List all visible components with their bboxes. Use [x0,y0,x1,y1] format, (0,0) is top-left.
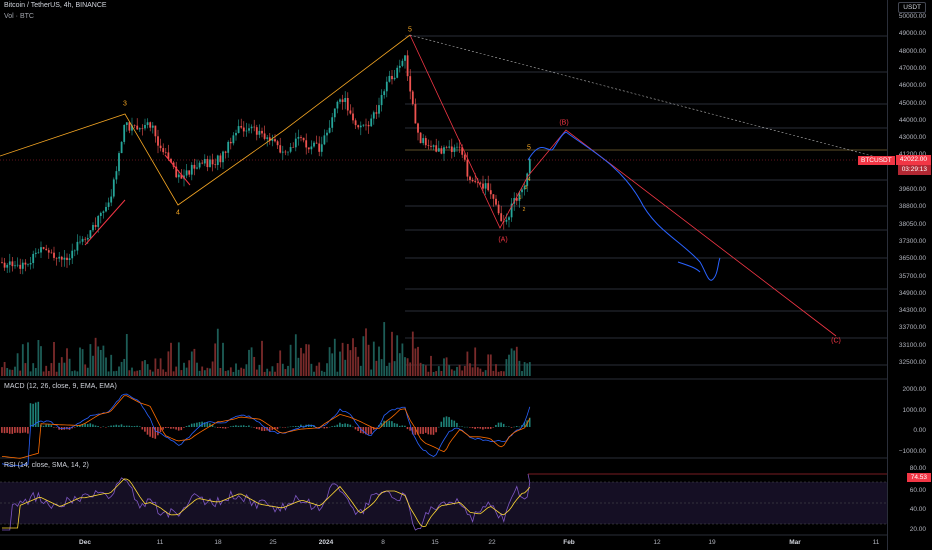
symbol-tag: BTCUSDT [858,156,895,165]
price-axis-label: 34900.00 [898,289,926,297]
current-price-tag: 42022.00 [895,155,931,165]
price-axis-label: 32500.00 [898,359,926,366]
macd-axis-label: 1000.00 [902,407,927,414]
rsi-axis-label: 40.00 [909,506,926,513]
price-axis-label: 50000.00 [898,13,926,20]
macd-axis-label: −1000.00 [898,448,926,455]
rsi-axis-label: 20.00 [909,526,926,533]
price-axis-label: 41200.00 [899,151,926,158]
macd-axis-label: 0.00 [913,427,926,434]
dashed-trendline [409,34,881,159]
subwave-label-3: 3 [524,185,528,191]
macd-signal-line [1,395,531,459]
projection-path [527,131,721,281]
subwave-label-4: 4 [527,177,531,183]
wave-label-b: (B) [559,119,569,127]
price-axis-label: 38800.00 [898,203,926,211]
price-axis-label: 45000.00 [898,99,926,107]
price-axis-label: 35700.00 [898,272,926,280]
price-axis-label: 46000.00 [898,82,926,90]
wave-red-segment-2 [164,154,191,186]
volume-legend[interactable]: Vol · BTC [4,13,34,20]
time-axis-label: 11 [156,539,164,546]
time-axis-label: 25 [269,539,277,546]
wave-red-segment [84,199,126,246]
horizontal-levels [405,35,888,366]
subwave-label-2: 2 [522,207,526,213]
macd-legend[interactable]: MACD (12, 26, close, 9, EMA, EMA) [4,383,117,390]
rsi-value-tag: 74.53 [906,473,931,482]
price-axis-label: 39600.00 [898,186,926,193]
chart-canvas[interactable] [0,0,888,550]
currency-button[interactable]: USDT [898,2,926,13]
candles [1,50,531,275]
time-axis-label: Dec [79,539,91,546]
price-axis-label: 48000.00 [898,47,926,55]
time-axis-label: 15 [431,539,439,546]
time-axis-label: 19 [708,539,716,546]
price-axis-label: 47000.00 [898,64,926,72]
subwave-label-5: 5 [527,144,531,152]
price-axis-label: 44000.00 [898,116,926,124]
price-axis-label: 33100.00 [898,341,926,349]
wave-label-5: 5 [408,26,412,34]
time-axis-label: 18 [214,539,222,546]
rsi-axis-label: 80.00 [909,465,926,472]
volume-bars [1,322,531,376]
macd-line [1,393,531,467]
price-axis-label: 33700.00 [898,324,926,332]
wave-label-4: 4 [176,209,180,217]
chart-title[interactable]: Bitcoin / TetherUS, 4h, BINANCE [4,2,107,9]
price-axis-label: 36500.00 [898,255,926,263]
wave-label-a: (A) [498,236,508,244]
countdown-tag: 03:29:13 [897,165,931,175]
wave-gold-line [0,34,411,206]
price-axis-label: 43000.00 [898,134,926,142]
time-axis-label: 2024 [318,539,334,546]
price-axis-label: 49000.00 [898,30,926,38]
rsi-ma-line [2,478,531,529]
time-axis-label: 11 [872,539,880,546]
wave-label-3: 3 [123,100,127,108]
time-axis-label: 12 [653,539,661,546]
subwave-label-1: 1 [518,195,522,201]
wave-label-c: (C) [831,337,841,345]
time-axis-label: 8 [381,539,385,546]
macd-axis-label: 2000.00 [902,386,927,393]
wave-red-line [409,34,837,337]
time-axis-label: Feb [563,539,575,546]
price-axis-label: 38050.00 [898,220,926,228]
rsi-legend[interactable]: RSI (14, close, SMA, 14, 2) [4,462,89,469]
price-axis-label: 34300.00 [898,307,926,315]
macd-histogram [1,401,531,439]
time-axis-label: 22 [488,539,496,546]
price-axis[interactable] [887,0,932,550]
rsi-axis-label: 60.00 [909,487,926,494]
time-axis-label: Mar [789,539,801,546]
price-axis-label: 37300.00 [898,237,926,245]
